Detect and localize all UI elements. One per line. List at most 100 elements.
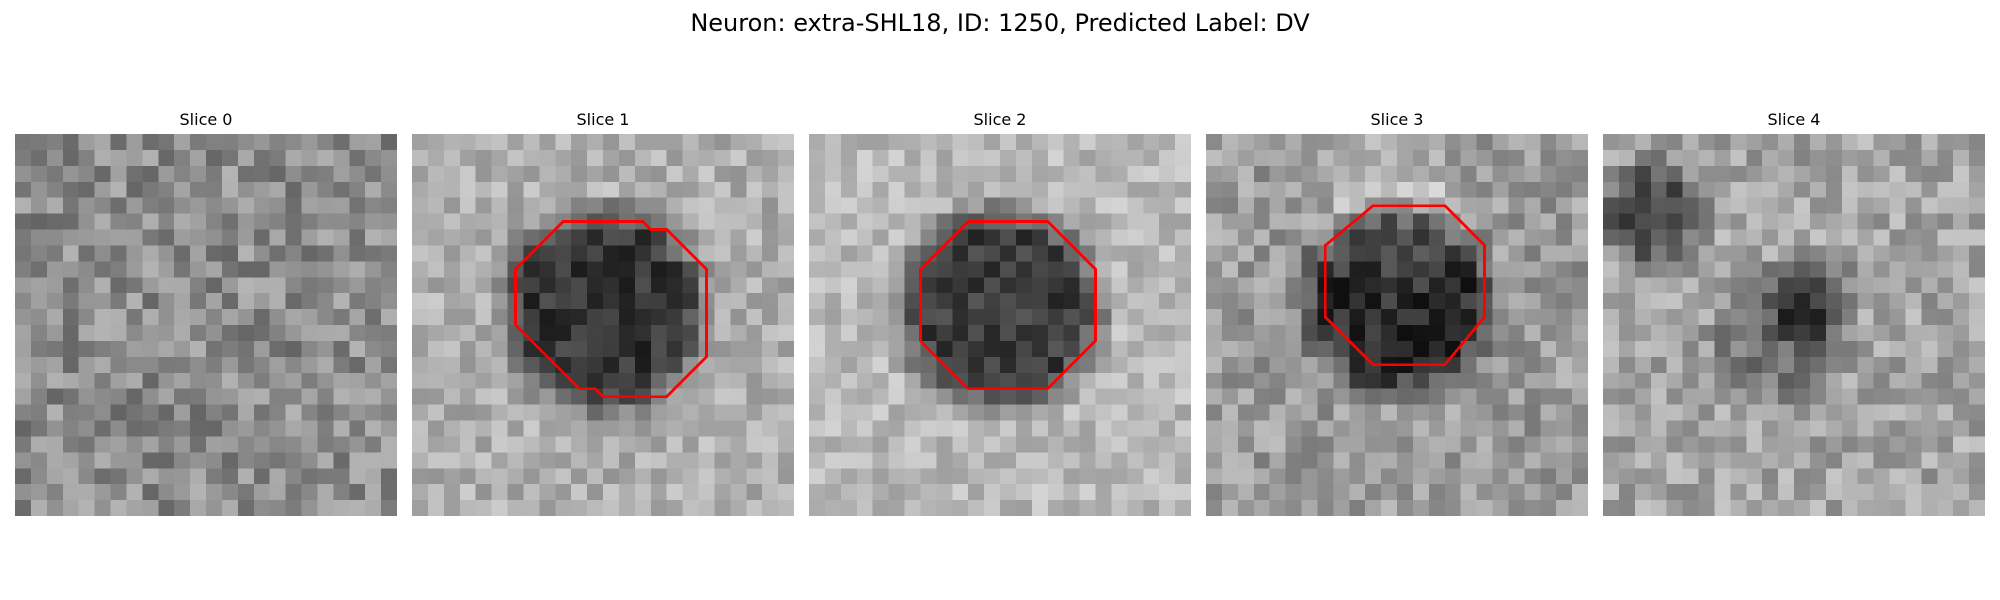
- slice-pixel: [888, 388, 905, 405]
- slice-pixel: [381, 388, 397, 405]
- slice-pixel: [1301, 468, 1318, 485]
- slice-pixel: [1618, 309, 1636, 326]
- slice-pixel: [1365, 293, 1382, 310]
- slice-pixel: [62, 356, 79, 374]
- slice-pixel: [349, 197, 366, 214]
- slice-pixel: [459, 452, 476, 469]
- slice-pixel: [237, 293, 255, 310]
- slice-pixel: [1634, 197, 1652, 214]
- slice-pixel: [1778, 197, 1795, 214]
- slice-pixel: [459, 500, 476, 516]
- slice-pixel: [1508, 261, 1525, 278]
- slice-pixel: [1666, 340, 1683, 358]
- slice-pixel: [253, 181, 270, 198]
- slice-pixel: [221, 277, 239, 294]
- slice-pixel: [285, 500, 302, 516]
- slice-pixel: [317, 213, 334, 230]
- slice-pixel: [443, 420, 461, 437]
- slice-pixel: [714, 293, 731, 310]
- slice-pixel: [714, 261, 731, 278]
- slice-pixel: [904, 181, 921, 198]
- slice-pixel: [1650, 500, 1667, 516]
- slice-pixel: [1809, 468, 1827, 485]
- slice-pixel: [1746, 293, 1763, 310]
- slice-pixel: [1905, 372, 1922, 389]
- slice-pixel: [872, 181, 889, 198]
- slice-pixel: [349, 325, 366, 342]
- slice-pixel: [1953, 404, 1970, 421]
- slice-pixel: [1730, 325, 1747, 342]
- slice-pixel: [984, 356, 1001, 374]
- slice-pixel: [603, 484, 620, 501]
- slice-pixel: [365, 134, 382, 151]
- slice-pixel: [1682, 340, 1699, 358]
- slice-pixel: [1365, 420, 1382, 437]
- slice-pixel: [1572, 309, 1588, 326]
- slice-pixel: [30, 436, 48, 453]
- slice-pixel: [634, 165, 652, 183]
- slice-pixel: [62, 325, 79, 342]
- slice-pixel: [1159, 372, 1176, 389]
- slice-pixel: [30, 245, 48, 262]
- slice-pixel: [1063, 309, 1080, 326]
- slice-pixel: [365, 229, 382, 246]
- slice-pixel: [778, 372, 794, 389]
- slice-pixel: [1953, 149, 1970, 167]
- slice-pixel: [1603, 468, 1620, 485]
- slice-pixel: [1063, 325, 1080, 342]
- slice-pixel: [1349, 197, 1366, 214]
- slice-pixel: [1349, 213, 1366, 230]
- slice-pixel: [984, 452, 1001, 469]
- slice-pixel: [650, 452, 667, 469]
- slice-pixel: [1540, 452, 1557, 469]
- slice-pixel: [285, 404, 302, 421]
- slice-pixel: [1905, 261, 1922, 278]
- slice-pixel: [952, 325, 969, 342]
- slice-pixel: [936, 436, 953, 453]
- slice-pixel: [1301, 325, 1318, 342]
- slice-pixel: [809, 452, 826, 469]
- slice-pixel: [1508, 293, 1525, 310]
- slice-pixel: [1444, 197, 1461, 214]
- slice-pixel: [1746, 452, 1763, 469]
- slice-pixel: [618, 293, 636, 310]
- slice-pixel: [1714, 181, 1731, 198]
- slice-pixel: [1079, 229, 1096, 246]
- slice-pixel: [301, 388, 318, 405]
- slice-pixel: [824, 484, 842, 501]
- slice-pixel: [443, 213, 461, 230]
- slice-pixel: [824, 197, 842, 214]
- slice-pixel: [1444, 468, 1461, 485]
- slice-pixel: [1921, 340, 1938, 358]
- slice-pixel: [475, 229, 492, 246]
- slice-pixel: [1063, 388, 1080, 405]
- slice-pixel: [94, 149, 111, 167]
- slice-pixel: [840, 388, 858, 405]
- slice-pixel: [1524, 436, 1541, 453]
- slice-pixel: [1698, 277, 1715, 294]
- slice-pixel: [1508, 436, 1525, 453]
- slice-pixel: [110, 293, 127, 310]
- slice-pixel: [1714, 340, 1731, 358]
- slice-pixel: [1794, 165, 1811, 183]
- slice-pixel: [730, 213, 747, 230]
- slice-pixel: [30, 181, 48, 198]
- slice-pixel: [1444, 213, 1461, 230]
- slice-pixel: [1000, 436, 1017, 453]
- slice-pixel: [1572, 420, 1588, 437]
- slice-pixel: [253, 165, 270, 183]
- slice-pixel: [968, 149, 985, 167]
- slice-pixel: [237, 261, 255, 278]
- slice-pixel: [1618, 181, 1636, 198]
- slice-pixel: [78, 372, 95, 389]
- slice-pixel: [968, 134, 985, 151]
- slice-pixel: [698, 165, 715, 183]
- slice-pixel: [1873, 325, 1890, 342]
- slice-pixel: [1666, 325, 1683, 342]
- slice-pixel: [1095, 197, 1112, 214]
- slice-pixel: [936, 165, 953, 183]
- slice-pixel: [824, 261, 842, 278]
- slice-pixel: [888, 261, 905, 278]
- slice-pixel: [730, 245, 747, 262]
- slice-pixel: [1444, 372, 1461, 389]
